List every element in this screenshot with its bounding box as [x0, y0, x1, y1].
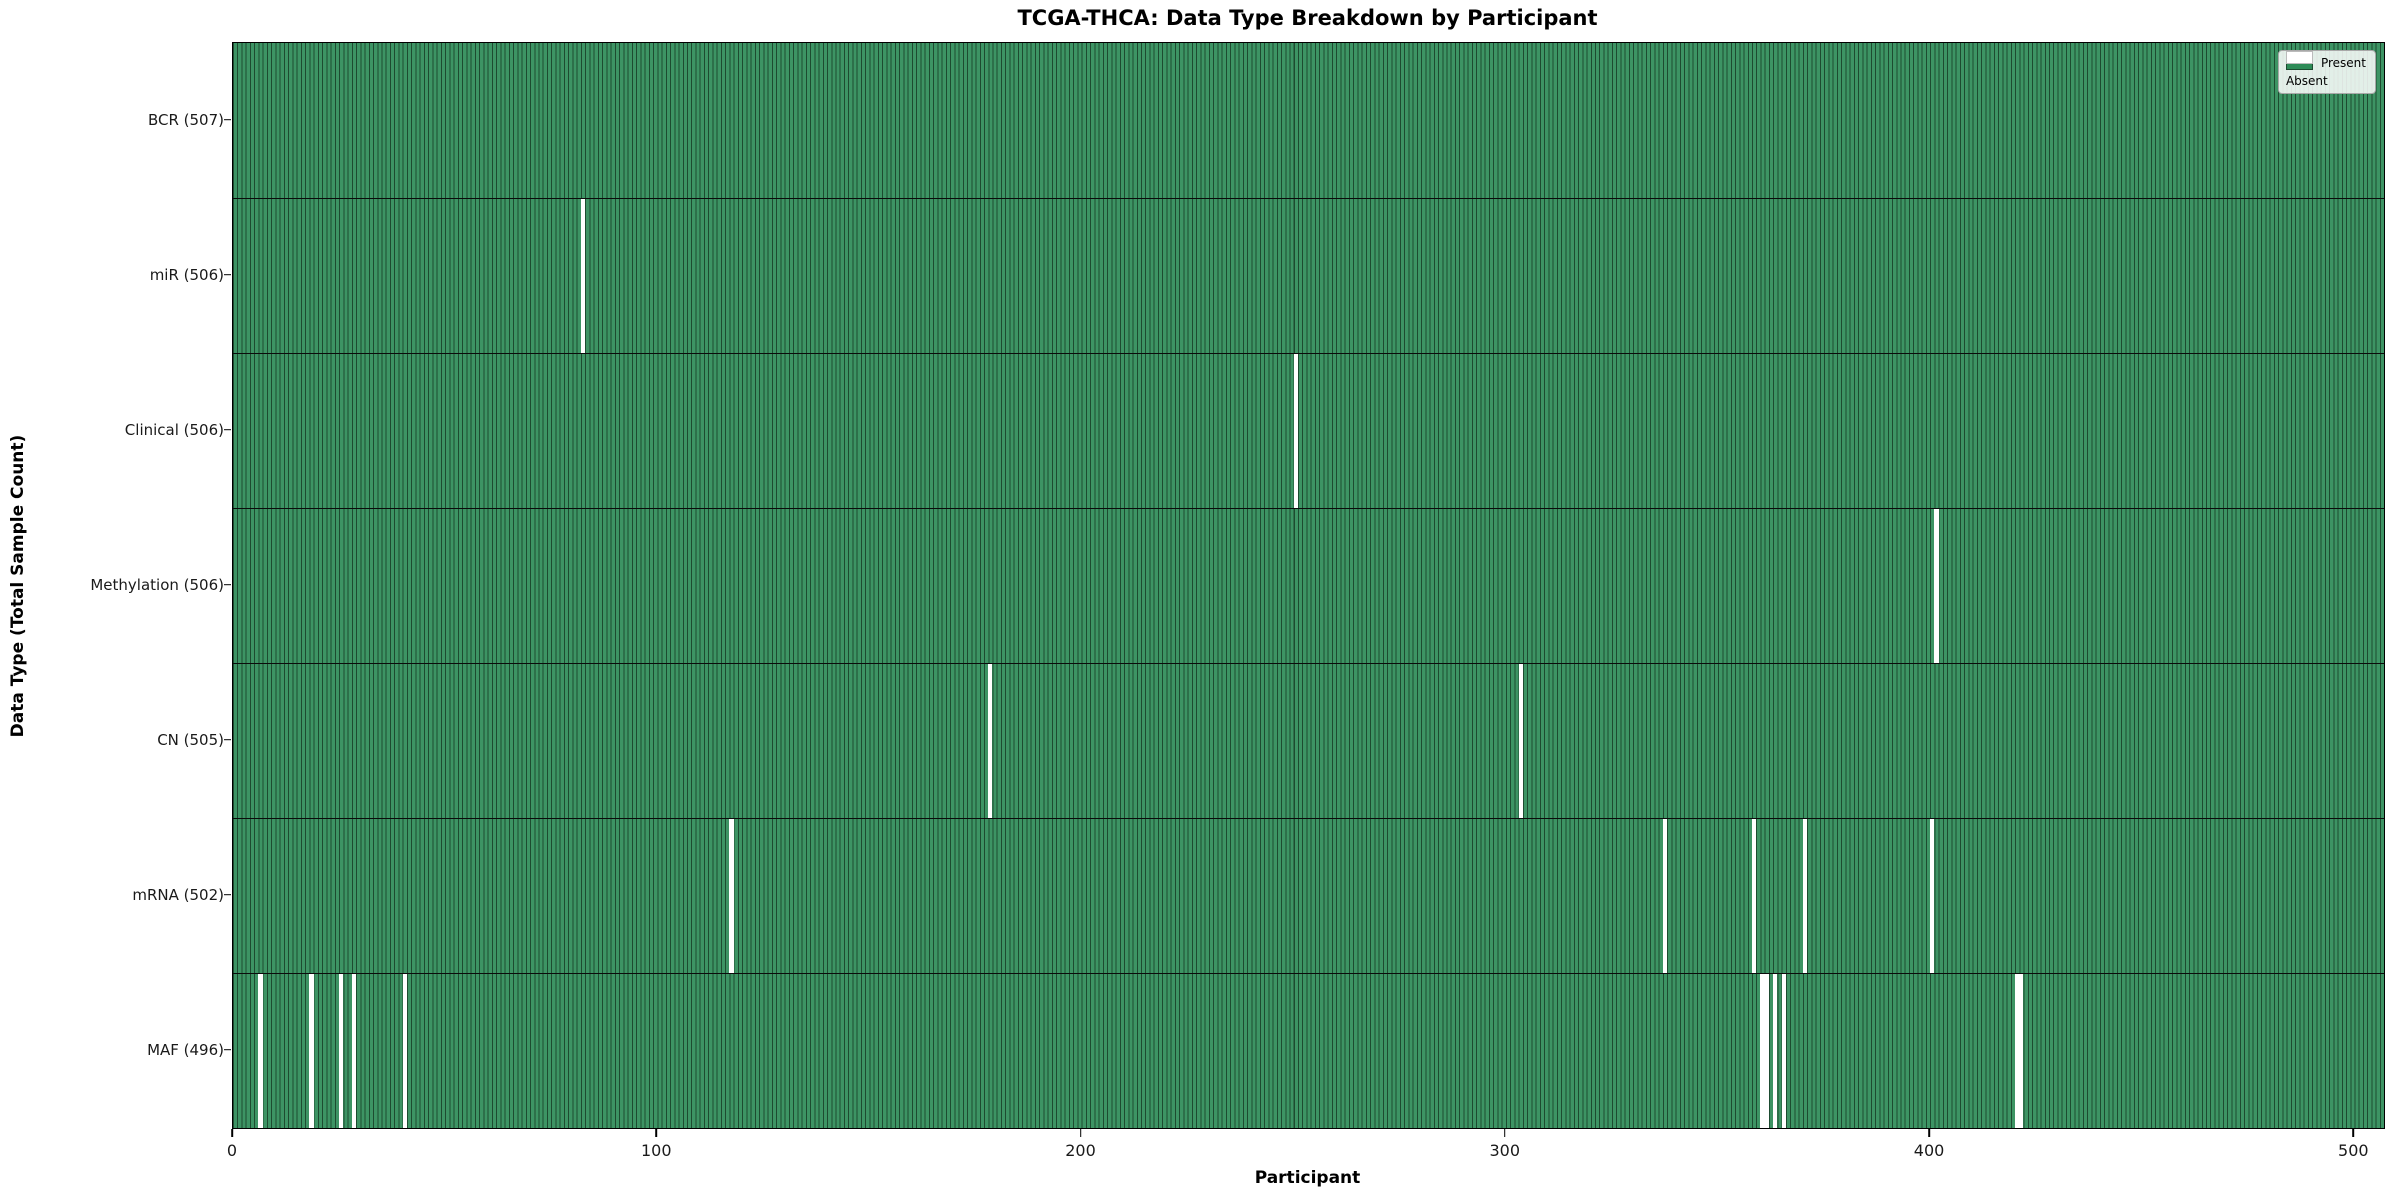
row-mir — [233, 198, 2384, 353]
x-tick-label: 100 — [640, 1141, 672, 1160]
absent-stripe — [258, 974, 263, 1128]
absent-stripe — [988, 664, 993, 818]
row-clinical — [233, 353, 2384, 508]
x-tick-mark — [1079, 1129, 1082, 1137]
absent-stripe — [1751, 819, 1757, 973]
legend-item-absent: Absent — [2285, 51, 2366, 88]
x-tick-label: 500 — [2338, 1141, 2369, 1160]
x-tick-label: 300 — [1489, 1141, 1521, 1160]
y-tick-mark — [224, 583, 231, 586]
legend-label-present: Present — [2320, 56, 2366, 70]
absent-stripe — [402, 974, 407, 1128]
x-tick-label: 200 — [1065, 1141, 1096, 1160]
absent-stripe — [1802, 819, 1807, 973]
y-tick-label-cn: CN (505) — [157, 730, 224, 749]
y-tick-mark — [224, 428, 231, 431]
y-tick-label-bcr: BCR (507) — [147, 110, 224, 129]
row-cn — [233, 663, 2384, 818]
x-tick-mark — [231, 1129, 233, 1137]
x-tick-label: 400 — [1913, 1141, 1945, 1160]
y-tick-mark — [224, 118, 231, 121]
x-tick-label: 0 — [226, 1141, 238, 1160]
absent-stripe — [1662, 819, 1667, 973]
absent-stripe — [339, 974, 344, 1128]
absent-stripe — [1760, 974, 1765, 1128]
absent-stripe — [1930, 819, 1935, 973]
absent-stripe — [1764, 974, 1769, 1128]
legend: Present Absent — [2277, 50, 2376, 94]
x-axis-label: Participant — [1254, 1168, 1361, 1188]
x-tick-mark — [1928, 1129, 1930, 1137]
chart-title: TCGA-THCA: Data Type Breakdown by Partic… — [1017, 6, 1598, 30]
absent-stripe — [351, 974, 357, 1128]
plot-area: Present Absent — [232, 42, 2385, 1129]
absent-stripe — [2019, 974, 2024, 1128]
x-tick-mark — [655, 1129, 658, 1137]
x-tick-mark — [1503, 1129, 1506, 1137]
y-tick-mark — [224, 1048, 231, 1051]
row-methylation — [233, 508, 2384, 663]
y-tick-label-maf: MAF (496) — [147, 1040, 224, 1059]
y-tick-mark — [224, 738, 231, 741]
absent-stripe — [1293, 354, 1298, 508]
absent-stripe — [2014, 974, 2020, 1128]
absent-stripe — [729, 819, 734, 973]
absent-stripe — [1934, 509, 1939, 663]
y-tick-label-mrna: mRNA (502) — [132, 885, 224, 904]
y-tick-mark — [224, 273, 231, 276]
row-bcr — [233, 43, 2384, 198]
absent-stripe — [1518, 664, 1523, 818]
x-tick-mark — [2352, 1129, 2355, 1137]
absent-stripe — [1781, 974, 1786, 1128]
row-mrna — [233, 818, 2384, 973]
y-tick-label-mir: miR (506) — [149, 265, 224, 284]
y-tick-label-methylation: Methylation (506) — [90, 575, 224, 594]
absent-stripe — [309, 974, 314, 1128]
legend-swatch-absent-icon — [2285, 51, 2313, 64]
absent-stripe — [580, 199, 586, 353]
y-tick-mark — [224, 893, 231, 896]
legend-label-absent: Absent — [2285, 74, 2328, 88]
y-tick-label-clinical: Clinical (506) — [124, 420, 224, 439]
row-maf — [233, 973, 2384, 1128]
absent-stripe — [1773, 974, 1778, 1128]
